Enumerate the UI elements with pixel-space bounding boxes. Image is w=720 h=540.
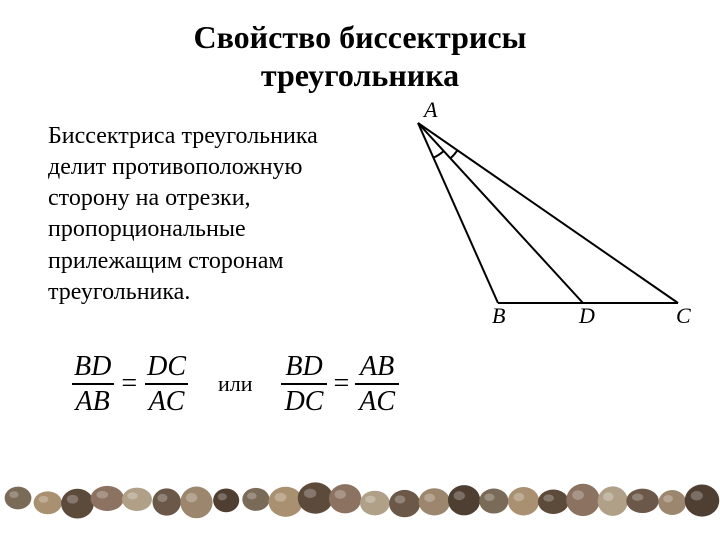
formula-row: BD AB = DC AC или BD DC = AB AC <box>0 352 720 417</box>
title-line-1: Свойство биссектрисы <box>0 18 720 56</box>
equals-sign: = <box>327 368 355 400</box>
numerator: BD <box>281 352 326 383</box>
numerator: AB <box>356 352 398 383</box>
vertex-label-c: C <box>676 303 691 329</box>
connector-or: или <box>218 371 253 397</box>
denominator: AB <box>72 383 114 416</box>
title-line-2: треугольника <box>0 56 720 94</box>
fraction-ab-ac: AB AC <box>355 352 399 417</box>
denominator: DC <box>281 383 328 416</box>
slide-title: Свойство биссектрисы треугольника <box>0 0 720 95</box>
equation-1: BD AB = DC AC <box>70 352 190 417</box>
fraction-bd-ab: BD AB <box>70 352 115 417</box>
vertex-label-a: A <box>424 97 437 123</box>
theorem-text: Биссектриса треугольника делит противопо… <box>48 113 368 338</box>
denominator: AC <box>145 383 189 416</box>
triangle-diagram: ABDC <box>368 113 708 338</box>
vertex-label-b: B <box>492 303 505 329</box>
fraction-bd-dc: BD DC <box>281 352 328 417</box>
denominator: AC <box>355 383 399 416</box>
equation-2: BD DC = AB AC <box>281 352 399 417</box>
content-row: Биссектриса треугольника делит противопо… <box>0 113 720 338</box>
numerator: DC <box>143 352 190 383</box>
vertex-label-d: D <box>579 303 595 329</box>
numerator: BD <box>70 352 115 383</box>
diagram-svg <box>368 113 708 333</box>
fraction-dc-ac: DC AC <box>143 352 190 417</box>
equals-sign: = <box>115 368 143 400</box>
stone-border-icon <box>0 480 720 522</box>
